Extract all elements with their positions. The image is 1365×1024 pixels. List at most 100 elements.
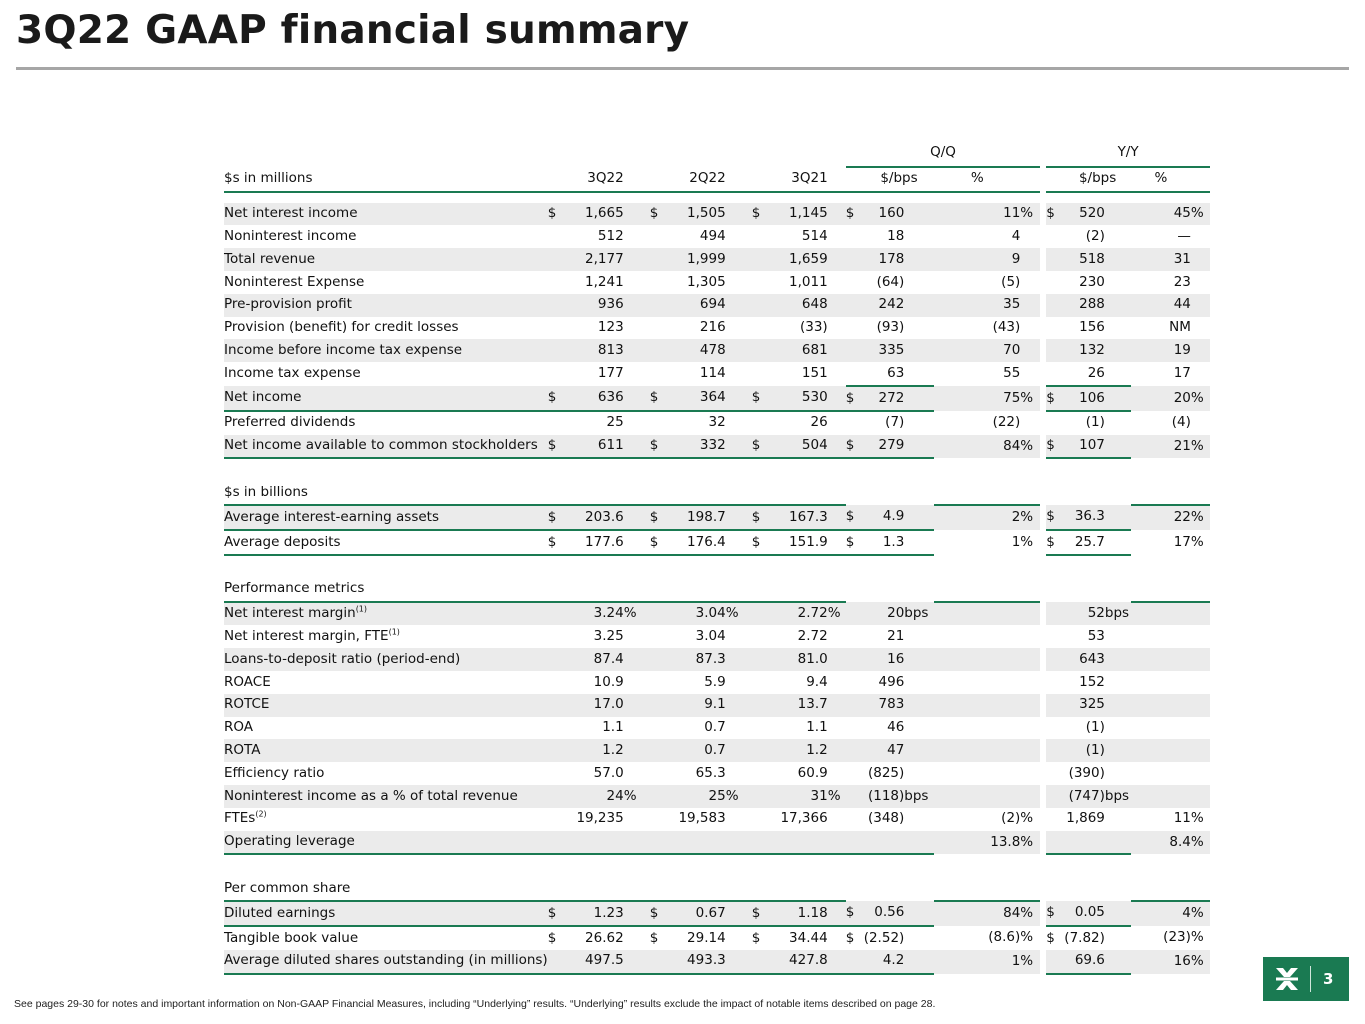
- col-3q22-value: 123: [597, 319, 624, 336]
- column-gap: [1040, 385, 1047, 411]
- yy-amount-unit: [1104, 830, 1131, 856]
- col-3q22-unit: [624, 808, 650, 831]
- col-2q22-value: [667, 830, 726, 856]
- empty-cell: [547, 293, 566, 317]
- col-2q22-value: 694: [667, 293, 726, 317]
- qq-pct-unit: %: [1020, 810, 1034, 827]
- table-row: ROTCE 17.0 9.1 13.7 783 325: [224, 693, 1210, 717]
- currency-symbol: $: [547, 434, 566, 460]
- qq-pct-value: [934, 481, 1021, 507]
- qq-amount-value: [863, 830, 905, 856]
- empty-cell: [752, 317, 770, 340]
- empty-cell: [1046, 248, 1065, 271]
- qq-pct-value: 84: [934, 901, 1021, 926]
- table-row: Income tax expense 177 114 151 63 55 26 17: [224, 362, 1210, 387]
- column-gap: [1040, 293, 1047, 317]
- table-row: Average deposits $177.6 $176.4 $151.9 $1.3 1%…: [224, 529, 1210, 556]
- yy-amount-value: 1,869: [1066, 810, 1105, 827]
- col-2q22-value: 216: [699, 319, 726, 336]
- row-label: Preferred dividends: [224, 414, 356, 431]
- col-2q22-unit: [726, 362, 752, 386]
- yy-amount-value: 36.3: [1064, 505, 1105, 531]
- currency-symbol: $: [1046, 505, 1065, 531]
- qq-amount-value: 16: [863, 648, 905, 671]
- row-label: Net income available to common stockhold…: [224, 434, 548, 460]
- yy-pct-unit: [1191, 762, 1210, 785]
- yy-pct-unit: [1191, 225, 1210, 248]
- col-3q22-unit: [624, 762, 650, 785]
- col-3q22-value: 24: [565, 784, 624, 808]
- empty-cell: [752, 225, 770, 248]
- qq-pct-value: 13.8: [934, 830, 1021, 855]
- empty-cell: [650, 762, 668, 785]
- qq-amount-value: 783: [863, 693, 905, 717]
- column-gap: [1040, 648, 1047, 671]
- qq-amount-unit: [904, 949, 935, 975]
- yy-amount-value: 520: [1064, 202, 1105, 226]
- col-3q21-value: 1,145: [769, 202, 828, 226]
- col-3q21-unit: [828, 625, 846, 648]
- empty-cell: [547, 949, 566, 975]
- yy-pct-unit: %: [1190, 385, 1210, 411]
- col-3q21-value: 60.9: [797, 764, 828, 781]
- col-3q21-unit: [828, 671, 846, 694]
- row-label: ROACE: [224, 673, 271, 690]
- qq-pct-unit: [1020, 577, 1041, 603]
- empty-cell: [547, 784, 566, 808]
- col-3q21-unit: [828, 926, 846, 950]
- yy-amount-unit: [1105, 625, 1131, 648]
- empty-cell: [846, 625, 864, 648]
- col-yy-amount-header: $/bps: [1064, 166, 1131, 193]
- qq-pct-unit: %: [1020, 434, 1041, 459]
- qq-pct-unit: [1020, 271, 1040, 294]
- col-2q22-value: 32: [708, 414, 726, 431]
- yy-pct-unit: [1190, 481, 1210, 507]
- col-2q22-unit: [726, 271, 752, 294]
- col-2q22-unit: [725, 434, 752, 460]
- table-row: FTEs(2) 19,235 19,583 17,366 (348) (2)% 1,869 1…: [224, 808, 1210, 831]
- empty-cell: [649, 949, 668, 975]
- col-2q22-value: 1,505: [667, 202, 726, 226]
- row-label: FTEs(2): [224, 808, 548, 831]
- row-label: Performance metrics: [224, 577, 548, 603]
- row-label: Income before income tax expense: [224, 339, 548, 363]
- yy-amount-value: (390): [1068, 764, 1105, 781]
- table-row: ROA 1.1 0.7 1.1 46 (1): [224, 717, 1210, 740]
- qq-pct-value: [934, 625, 1020, 648]
- row-label: ROTCE: [224, 693, 548, 717]
- col-3q22-unit: [623, 202, 650, 226]
- empty-cell: [752, 762, 770, 785]
- empty-cell: [547, 877, 566, 903]
- col-3q22-unit: [623, 339, 650, 363]
- col-2q22-value: 332: [667, 434, 726, 460]
- col-2q22-unit: [725, 505, 752, 531]
- empty-cell: [650, 671, 668, 694]
- empty-cell: [1046, 601, 1065, 626]
- row-label: Noninterest income: [224, 228, 357, 245]
- col-3q21-value: 81.0: [769, 648, 828, 671]
- column-gap: [1040, 784, 1047, 808]
- qq-amount-value: 178: [863, 248, 905, 271]
- yy-pct-unit: [1190, 784, 1210, 808]
- empty-cell: [846, 271, 864, 294]
- col-2q22-unit: [725, 385, 752, 412]
- empty-cell: [846, 481, 864, 505]
- col-3q22-unit: [623, 830, 650, 856]
- col-3q22-value: 17.0: [565, 693, 624, 717]
- col-3q22-value: [565, 830, 624, 856]
- qq-amount-value: (825): [867, 764, 905, 781]
- row-label: Net income: [224, 385, 548, 412]
- col-2q22-unit: [725, 949, 752, 975]
- qq-amount-value: 46: [887, 719, 905, 736]
- section-spacer: [224, 458, 1210, 481]
- column-gap: [1040, 901, 1047, 926]
- col-3q21-unit: [827, 901, 846, 927]
- col-2q22-unit: [726, 762, 752, 785]
- yy-amount-value: (1): [1064, 739, 1105, 763]
- currency-symbol: $: [1046, 929, 1055, 946]
- col-3q22-value: 87.4: [565, 648, 624, 671]
- yy-pct-value: (4): [1171, 413, 1191, 430]
- col-2q22-value: 87.3: [667, 648, 726, 671]
- col-3q22-unit: [623, 901, 650, 927]
- empty-cell: [548, 362, 566, 386]
